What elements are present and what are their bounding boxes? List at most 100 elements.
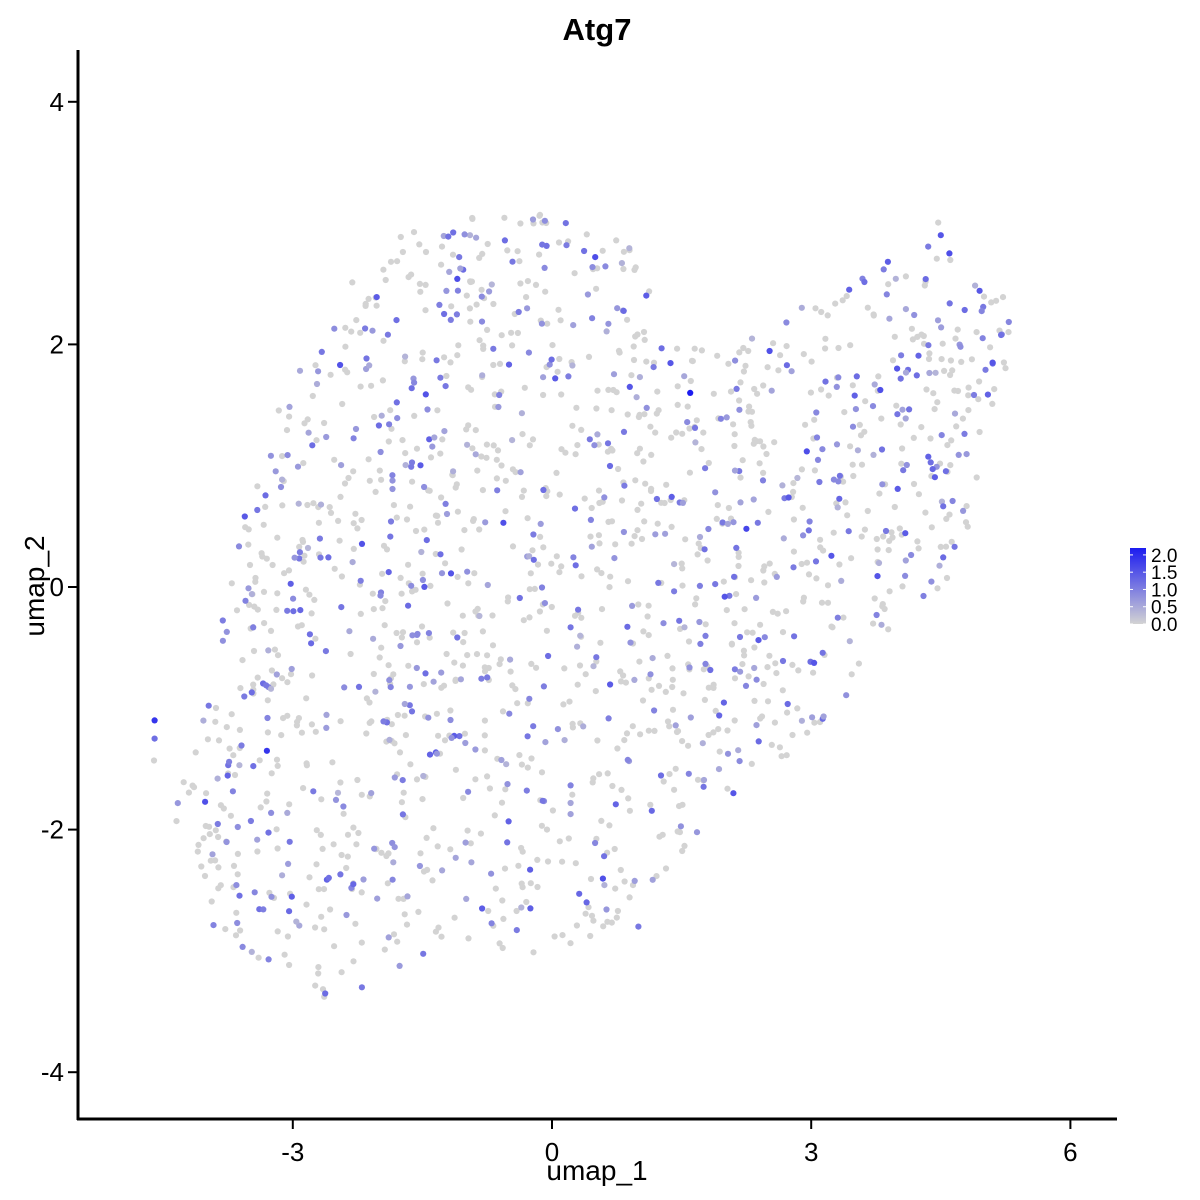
cell-point xyxy=(380,718,387,725)
cell-point xyxy=(902,306,910,313)
cell-point xyxy=(540,544,547,551)
cell-point xyxy=(768,741,775,749)
cell-point xyxy=(366,362,373,369)
cell-point xyxy=(811,467,819,474)
cell-point xyxy=(495,403,502,411)
cell-point xyxy=(666,771,673,778)
cell-point xyxy=(760,382,767,389)
cell-point xyxy=(732,357,739,364)
cell-point xyxy=(464,568,471,575)
cell-point xyxy=(516,258,523,265)
cell-point xyxy=(626,245,633,252)
cell-point xyxy=(439,436,446,443)
cell-point xyxy=(271,646,278,653)
cell-point xyxy=(813,575,820,582)
cell-point xyxy=(828,623,835,630)
cell-point xyxy=(976,287,983,294)
cell-point xyxy=(286,961,293,969)
cell-point xyxy=(245,541,252,548)
cell-point xyxy=(429,877,436,884)
cell-point xyxy=(942,468,950,475)
cell-point xyxy=(508,437,516,444)
cell-point xyxy=(802,421,809,428)
cell-point xyxy=(626,807,634,814)
cell-point xyxy=(537,520,544,528)
cell-point xyxy=(920,592,927,600)
cell-point xyxy=(514,248,521,255)
cell-point xyxy=(427,454,435,461)
cell-point xyxy=(298,729,305,736)
cell-point xyxy=(582,671,589,678)
cell-point xyxy=(315,368,322,375)
cell-point xyxy=(405,602,412,609)
cell-point xyxy=(893,402,900,409)
cell-point xyxy=(438,933,445,940)
cell-point xyxy=(360,876,367,883)
cell-point xyxy=(473,234,480,241)
cell-point xyxy=(526,695,533,702)
cell-point xyxy=(833,383,840,390)
cell-point xyxy=(506,710,513,717)
cell-point xyxy=(233,607,241,614)
cell-point xyxy=(740,647,748,654)
cell-point xyxy=(223,628,230,636)
cell-point xyxy=(768,387,775,394)
cell-point xyxy=(370,635,377,642)
cell-point xyxy=(397,233,404,241)
cell-point xyxy=(234,823,241,831)
cell-point xyxy=(694,551,701,558)
cell-point xyxy=(604,440,612,447)
cell-point xyxy=(630,343,637,350)
cell-point xyxy=(649,655,656,662)
cell-point xyxy=(671,786,678,793)
cell-point xyxy=(296,367,304,374)
cell-point xyxy=(478,293,485,300)
cell-point xyxy=(303,901,310,908)
cell-point xyxy=(926,369,933,377)
cell-point xyxy=(811,659,818,667)
cell-point xyxy=(372,488,379,495)
cell-point xyxy=(234,919,241,927)
cell-point xyxy=(613,914,620,921)
cell-point xyxy=(331,565,338,572)
cell-point xyxy=(430,678,437,685)
cell-point xyxy=(658,345,665,352)
cell-point xyxy=(772,660,779,667)
cell-point xyxy=(589,315,596,322)
cell-point xyxy=(790,488,797,495)
cell-point xyxy=(918,424,925,431)
cell-point xyxy=(773,670,780,677)
cell-point xyxy=(264,697,271,704)
cell-point xyxy=(680,690,687,697)
cell-point xyxy=(949,497,956,505)
cell-point xyxy=(903,461,910,469)
cell-point xyxy=(375,422,382,429)
cell-point xyxy=(337,493,344,500)
cell-point xyxy=(285,860,292,868)
cell-point xyxy=(698,347,706,354)
cell-point xyxy=(223,838,230,846)
cell-point xyxy=(202,798,209,805)
cell-point xyxy=(209,851,216,858)
cell-point xyxy=(808,358,815,365)
cell-point xyxy=(538,769,546,776)
cell-point xyxy=(447,846,454,853)
cell-point xyxy=(463,292,470,299)
cell-point xyxy=(493,475,500,482)
color-legend-bar xyxy=(1130,548,1146,624)
cell-point xyxy=(245,585,252,592)
cell-point xyxy=(737,499,744,506)
cell-point xyxy=(589,264,596,271)
cell-point xyxy=(910,434,917,441)
cell-point xyxy=(350,545,357,553)
cell-point xyxy=(293,722,300,729)
cell-point xyxy=(524,515,531,522)
cell-point xyxy=(542,739,549,746)
cell-point xyxy=(228,711,235,718)
cell-point xyxy=(632,333,639,340)
cell-point xyxy=(674,383,681,390)
cell-point xyxy=(846,286,853,293)
cell-point xyxy=(544,320,551,327)
cell-point xyxy=(387,518,395,525)
cell-point xyxy=(526,614,533,621)
